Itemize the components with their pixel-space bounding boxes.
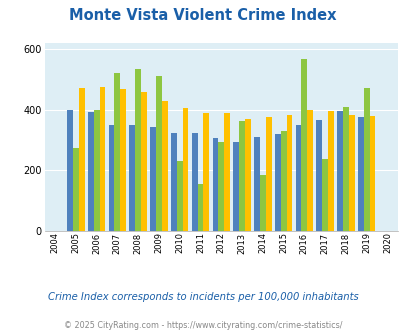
Bar [203, 113, 209, 231]
Bar [239, 121, 244, 231]
Bar [94, 110, 99, 231]
Bar [109, 125, 114, 231]
Bar [87, 112, 94, 231]
Bar [369, 116, 375, 231]
Bar [337, 111, 342, 231]
Text: Crime Index corresponds to incidents per 100,000 inhabitants: Crime Index corresponds to incidents per… [47, 292, 358, 302]
Bar [182, 108, 188, 231]
Bar [315, 120, 322, 231]
Bar [79, 88, 84, 231]
Bar [120, 89, 126, 231]
Bar [280, 131, 286, 231]
Bar [191, 133, 197, 231]
Bar [156, 76, 162, 231]
Bar [274, 134, 280, 231]
Bar [176, 161, 182, 231]
Text: Monte Vista Violent Crime Index: Monte Vista Violent Crime Index [69, 8, 336, 23]
Bar [348, 115, 354, 231]
Bar [224, 113, 229, 231]
Bar [73, 148, 79, 231]
Bar [286, 115, 292, 231]
Bar [212, 138, 218, 231]
Bar [301, 59, 307, 231]
Bar [244, 119, 250, 231]
Bar [141, 92, 147, 231]
Bar [99, 87, 105, 231]
Bar [357, 117, 363, 231]
Bar [233, 142, 239, 231]
Bar [114, 73, 120, 231]
Bar [327, 112, 333, 231]
Bar [295, 125, 301, 231]
Bar [342, 107, 348, 231]
Bar [150, 127, 156, 231]
Text: © 2025 CityRating.com - https://www.cityrating.com/crime-statistics/: © 2025 CityRating.com - https://www.city… [64, 321, 341, 330]
Bar [322, 159, 327, 231]
Bar [171, 133, 176, 231]
Bar [265, 117, 271, 231]
Bar [259, 176, 265, 231]
Bar [254, 137, 259, 231]
Bar [135, 69, 141, 231]
Bar [162, 101, 167, 231]
Bar [129, 125, 135, 231]
Bar [363, 88, 369, 231]
Bar [67, 110, 73, 231]
Bar [218, 142, 224, 231]
Bar [197, 184, 203, 231]
Bar [307, 110, 312, 231]
